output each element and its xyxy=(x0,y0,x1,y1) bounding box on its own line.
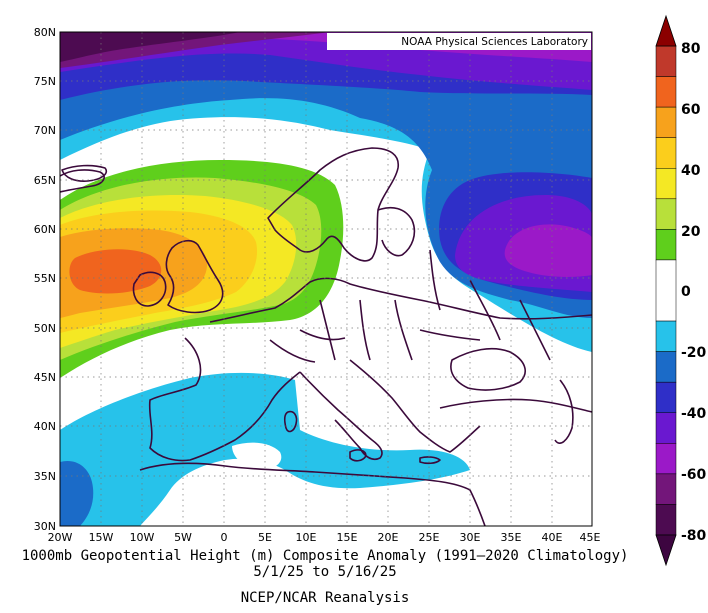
lon-label: 25E xyxy=(419,531,440,544)
lat-label: 50N xyxy=(34,322,56,335)
coastline-black-sea xyxy=(450,348,526,391)
lat-label: 60N xyxy=(34,223,56,236)
lon-label: 20W xyxy=(48,531,73,544)
colorbar-label: -20 xyxy=(681,345,707,361)
colorbar-bottom-arrow xyxy=(655,534,677,567)
lon-label: 15E xyxy=(337,531,358,544)
anomaly-contour-plus60 xyxy=(69,249,162,294)
lat-axis-labels: 80N 75N 70N 65N 60N 55N 50N 45N 40N 35N … xyxy=(34,26,56,533)
lon-label: 40E xyxy=(542,531,563,544)
coastline-iberia xyxy=(148,337,301,462)
coastline-greenland-tip xyxy=(60,169,105,193)
lat-label: 40N xyxy=(34,420,56,433)
lon-label: 45E xyxy=(580,531,601,544)
colorbar-label: -80 xyxy=(681,528,707,544)
colorbar-label: -40 xyxy=(681,406,707,422)
coastline-caspian xyxy=(554,379,574,444)
anomaly-eastern-low-core xyxy=(504,224,592,277)
anomaly-white-inlet xyxy=(232,442,282,470)
island-crete xyxy=(419,456,441,465)
colorbar-bin xyxy=(655,412,677,444)
colorbar-bin xyxy=(655,320,677,352)
lat-label: 70N xyxy=(34,124,56,137)
borders-eastern-europe xyxy=(429,249,551,361)
lat-label: 35N xyxy=(34,470,56,483)
grid-lines xyxy=(60,32,592,526)
colorbar-bin xyxy=(655,198,677,230)
coastline-uk xyxy=(165,239,224,314)
coastline-finland xyxy=(377,206,416,257)
colorbar-bin xyxy=(655,76,677,108)
lon-label: 15W xyxy=(89,531,114,544)
lon-axis-labels: 20W 15W 10W 5W 0 5E 10E 15E 20E 25E 30E … xyxy=(48,531,601,544)
lon-label: 10W xyxy=(130,531,155,544)
colorbar-label: 40 xyxy=(681,163,701,179)
map-frame xyxy=(59,31,593,527)
colorbar-label: 60 xyxy=(681,102,701,118)
anomaly-contour-minus70 xyxy=(60,32,240,62)
colorbar-bin xyxy=(655,504,677,536)
colorbar-bins xyxy=(655,45,677,536)
colorbar-bin xyxy=(655,473,677,505)
colorbar-bin xyxy=(655,259,677,322)
colorbar: 80 60 40 20 0 -20 -40 -60 -80 xyxy=(655,14,707,567)
colorbar-label: 80 xyxy=(681,41,701,57)
lat-label: 45N xyxy=(34,371,56,384)
lon-label: 10E xyxy=(296,531,317,544)
colorbar-bin xyxy=(655,443,677,475)
figure-caption-title: 1000mb Geopotential Height (m) Composite… xyxy=(21,548,629,564)
island-sicily xyxy=(349,449,367,462)
colorbar-bin xyxy=(655,137,677,169)
lon-label: 0 xyxy=(221,531,228,544)
lat-label: 80N xyxy=(34,26,56,39)
lon-label: 35E xyxy=(501,531,522,544)
anomaly-southwest-minus20 xyxy=(60,460,94,526)
colorbar-label: -60 xyxy=(681,467,707,483)
coastline-north-africa xyxy=(139,462,486,526)
lat-label: 30N xyxy=(34,520,56,533)
colorbar-top-arrow xyxy=(655,14,677,47)
borders-central-europe xyxy=(269,299,481,363)
colorbar-label: 20 xyxy=(681,224,701,240)
figure-caption-source: NCEP/NCAR Reanalysis xyxy=(240,590,410,606)
lat-label: 75N xyxy=(34,75,56,88)
lat-label: 55N xyxy=(34,272,56,285)
anomaly-contour-minus30 xyxy=(60,32,592,300)
lon-label: 20E xyxy=(378,531,399,544)
credit-box xyxy=(327,33,591,50)
credit-label: NOAA Physical Sciences Laboratory xyxy=(401,36,588,48)
colorbar-bin xyxy=(655,351,677,383)
coastline-scandinavia xyxy=(267,147,399,262)
colorbar-bin xyxy=(655,106,677,138)
lon-label: 5E xyxy=(258,531,272,544)
coastline-italy xyxy=(299,371,383,461)
colorbar-bin xyxy=(655,381,677,413)
figure-caption-dates: 5/1/25 to 5/16/25 xyxy=(253,564,397,580)
colorbar-label: 0 xyxy=(681,284,691,300)
coastlines xyxy=(60,147,592,526)
map-panel xyxy=(60,32,592,526)
coastline-turkey xyxy=(439,398,592,413)
colorbar-bin xyxy=(655,45,677,77)
lat-label: 65N xyxy=(34,174,56,187)
colorbar-bin xyxy=(655,229,677,261)
lon-label: 30E xyxy=(460,531,481,544)
coastline-balkans-greece xyxy=(349,359,481,453)
coastline-iceland xyxy=(61,164,107,182)
lon-label: 5W xyxy=(174,531,192,544)
island-sardinia-corsica xyxy=(283,410,298,433)
coastline-continent xyxy=(209,277,592,323)
colorbar-bin xyxy=(655,168,677,200)
coastline-ireland xyxy=(132,271,167,307)
